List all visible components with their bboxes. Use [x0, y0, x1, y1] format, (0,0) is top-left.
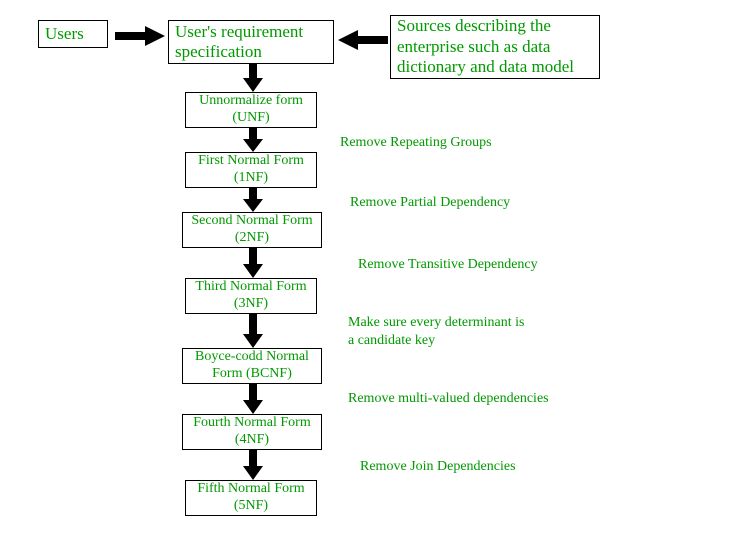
sources-box: Sources describing the enterprise such a…	[390, 15, 600, 79]
unf-line2: (UNF)	[232, 110, 269, 127]
arrow-bcnf-to-4nf	[243, 384, 263, 414]
nf1-line1: First Normal Form	[198, 153, 304, 170]
nf4-line1: Fourth Normal Form	[193, 415, 310, 432]
nf1-box: First Normal Form (1NF)	[185, 152, 317, 188]
annotation-transitive-dep: Remove Transitive Dependency	[358, 256, 538, 274]
annotation-repeating-groups: Remove Repeating Groups	[340, 134, 492, 152]
arrow-2nf-to-3nf	[243, 248, 263, 278]
reqspec-line1: User's requirement	[175, 22, 303, 42]
unf-box: Unnormalize form (UNF)	[185, 92, 317, 128]
nf5-line1: Fifth Normal Form	[197, 481, 304, 498]
users-label: Users	[45, 24, 84, 44]
reqspec-line2: specification	[175, 42, 262, 62]
arrow-users-to-req	[115, 26, 165, 46]
nf4-box: Fourth Normal Form (4NF)	[182, 414, 322, 450]
annotation-a1-text: Remove Repeating Groups	[340, 135, 492, 150]
arrow-unf-to-1nf	[243, 128, 263, 152]
nf3-line2: (3NF)	[234, 296, 268, 313]
annotation-multivalued: Remove multi-valued dependencies	[348, 390, 549, 408]
nf3-box: Third Normal Form (3NF)	[185, 278, 317, 314]
nf1-line2: (1NF)	[234, 170, 268, 187]
annotation-a5-text: Remove multi-valued dependencies	[348, 391, 549, 406]
reqspec-box: User's requirement specification	[168, 20, 334, 64]
annotation-join-dep: Remove Join Dependencies	[360, 458, 516, 476]
annotation-a4-line1: Make sure every determinant is	[348, 315, 525, 330]
nf2-box: Second Normal Form (2NF)	[182, 212, 322, 248]
arrow-3nf-to-bcnf	[243, 314, 263, 348]
bcnf-line1: Boyce-codd Normal	[195, 349, 309, 366]
annotation-a3-text: Remove Transitive Dependency	[358, 257, 538, 272]
nf5-box: Fifth Normal Form (5NF)	[185, 480, 317, 516]
bcnf-box: Boyce-codd Normal Form (BCNF)	[182, 348, 322, 384]
bcnf-line2: Form (BCNF)	[212, 366, 292, 383]
nf3-line1: Third Normal Form	[195, 279, 306, 296]
sources-text: Sources describing the enterprise such a…	[397, 16, 593, 77]
arrow-4nf-to-5nf	[243, 450, 263, 480]
nf5-line2: (5NF)	[234, 498, 268, 515]
nf2-line2: (2NF)	[235, 230, 269, 247]
annotation-a6-text: Remove Join Dependencies	[360, 459, 516, 474]
arrow-1nf-to-2nf	[243, 188, 263, 212]
nf2-line1: Second Normal Form	[191, 213, 312, 230]
users-box: Users	[38, 20, 108, 48]
unf-line1: Unnormalize form	[199, 93, 303, 110]
nf4-line2: (4NF)	[235, 432, 269, 449]
annotation-determinant: Make sure every determinant is a candida…	[348, 314, 525, 349]
annotation-a4-line2: a candidate key	[348, 333, 435, 348]
arrow-sources-to-req	[338, 30, 388, 50]
arrow-req-to-unf	[243, 64, 263, 92]
annotation-partial-dep: Remove Partial Dependency	[350, 194, 510, 212]
annotation-a2-text: Remove Partial Dependency	[350, 195, 510, 210]
